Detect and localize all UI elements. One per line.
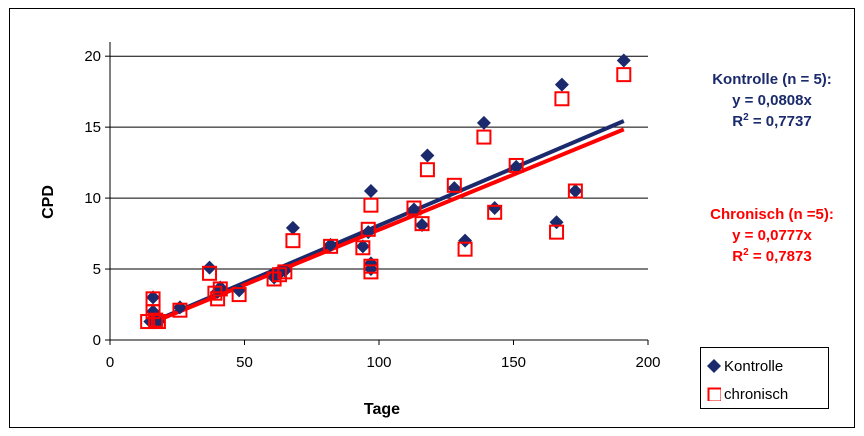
kontrolle-title: Kontrolle (n = 5): (712, 71, 832, 88)
point-chronisch (271, 267, 287, 283)
point-chronisch (210, 291, 226, 307)
x-axis-label: Tage (364, 401, 400, 418)
trendlines (149, 119, 625, 326)
x-tick-label: 0 (106, 354, 114, 371)
data-points (140, 53, 632, 330)
chronisch-formula: y = 0,0777x (732, 227, 812, 244)
point-chronisch (323, 238, 339, 254)
point-chronisch (457, 241, 473, 257)
point-chronisch (363, 258, 379, 274)
point-kontrolle (420, 148, 435, 163)
point-chronisch (355, 240, 371, 256)
chronisch-title: Chronisch (n =5): (710, 206, 834, 223)
point-chronisch (549, 224, 565, 240)
point-kontrolle (509, 159, 524, 174)
point-chronisch (476, 129, 492, 145)
point-chronisch (419, 162, 435, 178)
point-chronisch (360, 221, 376, 237)
point-chronisch (202, 265, 218, 281)
x-tick-label: 150 (501, 354, 526, 371)
point-kontrolle (415, 218, 430, 233)
point-chronisch (140, 314, 156, 330)
point-chronisch (363, 197, 379, 213)
x-tick-label: 200 (635, 354, 660, 371)
kontrolle-r2: R2 = 0,7737 (732, 112, 812, 131)
point-kontrolle (458, 233, 473, 248)
point-kontrolle (406, 202, 421, 217)
chronisch-equation: Chronisch (n =5): y = 0,0777x R2 = 0,787… (680, 204, 864, 267)
point-kontrolle (616, 53, 631, 68)
diamond-icon (707, 359, 721, 373)
x-tick-label: 100 (366, 354, 391, 371)
kontrolle-formula: y = 0,0808x (732, 92, 812, 109)
point-chronisch (145, 304, 161, 320)
point-kontrolle (568, 184, 583, 198)
point-chronisch (414, 216, 430, 232)
point-chronisch (446, 177, 462, 193)
point-kontrolle (355, 239, 370, 254)
x-tick-label: 50 (236, 354, 253, 371)
legend: Kontrolle chronisch (700, 347, 829, 409)
point-chronisch (172, 302, 188, 318)
point-kontrolle (476, 115, 491, 130)
axes (105, 42, 649, 345)
point-kontrolle (146, 290, 161, 305)
point-kontrolle (232, 283, 247, 298)
point-kontrolle (549, 215, 564, 230)
trendline-chronisch (149, 127, 625, 326)
point-chronisch (406, 200, 422, 216)
y-tick-label: 5 (93, 261, 101, 278)
point-kontrolle (554, 77, 569, 92)
legend-item-chronisch: chronisch (707, 383, 788, 405)
point-kontrolle (487, 201, 502, 216)
point-kontrolle (363, 184, 378, 198)
point-kontrolle (323, 237, 338, 252)
point-chronisch (567, 183, 583, 199)
gridlines (110, 55, 648, 270)
point-chronisch (487, 204, 503, 220)
legend-label-chronisch: chronisch (724, 385, 789, 403)
chronisch-r2: R2 = 0,7873 (732, 247, 812, 266)
point-chronisch (277, 264, 293, 280)
legend-label-kontrolle: Kontrolle (724, 357, 784, 375)
point-chronisch (508, 157, 524, 173)
y-tick-label: 10 (84, 190, 101, 207)
point-chronisch (554, 91, 570, 107)
square-icon (707, 387, 721, 401)
y-tick-label: 0 (93, 332, 101, 349)
y-tick-label: 20 (84, 48, 101, 65)
point-chronisch (231, 287, 247, 303)
y-axis-label: CPD (40, 185, 57, 219)
point-chronisch (285, 233, 301, 249)
point-chronisch (212, 281, 228, 297)
legend-item-kontrolle: Kontrolle (707, 355, 783, 377)
point-chronisch (616, 67, 632, 83)
y-tick-label: 15 (84, 119, 101, 136)
kontrolle-equation: Kontrolle (n = 5): y = 0,0808x R2 = 0,77… (680, 69, 864, 132)
point-kontrolle (285, 220, 300, 235)
point-chronisch (150, 314, 166, 330)
point-chronisch (148, 312, 164, 328)
